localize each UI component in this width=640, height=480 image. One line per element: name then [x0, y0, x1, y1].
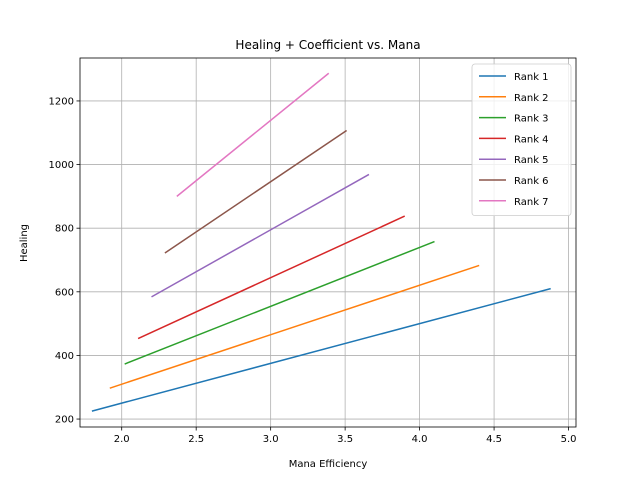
y-axis-ticks: 200 400 600 800 1000 1200	[49, 96, 80, 426]
legend-label: Rank 2	[514, 93, 549, 104]
y-tick-label: 1000	[49, 160, 74, 171]
series-line-rank-2	[109, 264, 480, 389]
series-line-rank-4	[137, 215, 406, 340]
legend-box	[471, 63, 572, 217]
x-tick-label: 3.5	[337, 434, 353, 445]
legend: Rank 1 Rank 2 Rank 3 Rank 4 Rank 5 Rank 6 Rank…	[471, 63, 572, 217]
series-line-rank-7	[176, 72, 330, 197]
legend-label: Rank 4	[514, 134, 549, 145]
x-tick-label: 4.0	[412, 434, 428, 445]
plot-frame	[79, 57, 577, 428]
series-line-rank-5	[151, 173, 370, 298]
x-tick-label: 2.5	[188, 434, 204, 445]
series-lines	[91, 72, 551, 412]
y-axis-title: Healing	[19, 224, 30, 262]
legend-label: Rank 1	[514, 72, 549, 83]
x-tick-label: 4.5	[486, 434, 502, 445]
x-axis-ticks: 2.0 2.5 3.0 3.5 4.0 4.5 5.0	[114, 427, 577, 445]
series-line-rank-1	[91, 287, 551, 412]
y-tick-label: 600	[55, 287, 74, 298]
y-tick-label: 200	[55, 415, 74, 426]
y-tick-label: 800	[55, 224, 74, 235]
x-tick-label: 2.0	[114, 434, 130, 445]
legend-label: Rank 6	[514, 176, 549, 187]
y-tick-label: 400	[55, 351, 74, 362]
series-line-rank-3	[124, 240, 435, 365]
x-tick-label: 3.0	[263, 434, 279, 445]
series-line-rank-6	[164, 129, 348, 254]
legend-label: Rank 7	[514, 197, 549, 208]
y-tick-label: 1200	[49, 96, 74, 107]
x-axis-title: Mana Efficiency	[289, 459, 368, 470]
legend-label: Rank 3	[514, 114, 549, 125]
legend-label: Rank 5	[514, 155, 549, 166]
x-tick-label: 5.0	[561, 434, 577, 445]
chart-title: Healing + Coefficient vs. Mana	[235, 38, 420, 52]
